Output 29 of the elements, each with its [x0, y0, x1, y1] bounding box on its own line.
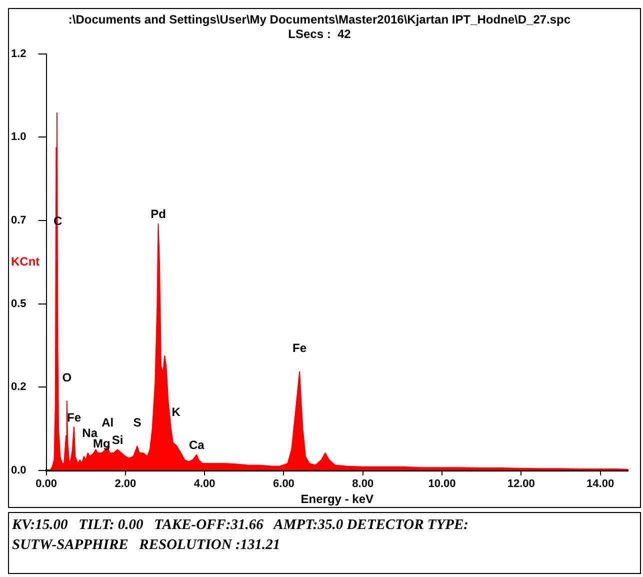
chart-title: :\Documents and Settings\User\My Documents\Master2016\Kjartan IPT_Hodne\D_27.spc — [68, 12, 571, 27]
x-tick-label: 8.00 — [352, 478, 374, 490]
y-tick-label: 0.5 — [11, 298, 26, 310]
x-tick-label: 4.00 — [194, 478, 216, 490]
annotation: O — [62, 370, 72, 384]
chart-subtitle: LSecs : 42 — [288, 26, 352, 41]
annotation: Ca — [188, 438, 205, 452]
text: SUTW-SAPPHIRE RESOLUTION :131.21 — [12, 536, 282, 555]
y-tick-label: 1.2 — [11, 48, 26, 60]
x-tick-label: 2.00 — [114, 478, 136, 490]
annotation: S — [133, 415, 142, 430]
x-axis-title: Energy - keV — [300, 492, 374, 506]
y-tick-label: 0.7 — [11, 214, 26, 226]
text: KV:15.00 TILT: 0.00 TAKE-OFF:31.66 AMPT:35.0 DETECTOR TYPE: — [12, 516, 470, 535]
y-tick-label: 0.0 — [11, 464, 26, 476]
x-tick-label: 6.00 — [273, 478, 294, 490]
y-axis-title: KCnt — [11, 254, 40, 268]
y-tick-label: 1.0 — [11, 131, 26, 144]
y-tick-label: 0.2 — [11, 381, 26, 394]
x-tick-label: 0.00 — [36, 478, 57, 490]
annotation: Pd — [150, 207, 166, 222]
annotation: Si — [112, 432, 124, 447]
annotation: K — [172, 404, 181, 419]
annotation: Fe — [292, 341, 307, 356]
x-tick-label: 10.00 — [428, 478, 456, 490]
x-tick-label: 14.00 — [586, 478, 614, 490]
x-tick-label: 12.00 — [507, 478, 535, 490]
annotation: Fe — [66, 410, 82, 424]
annotation: Al — [102, 415, 114, 430]
